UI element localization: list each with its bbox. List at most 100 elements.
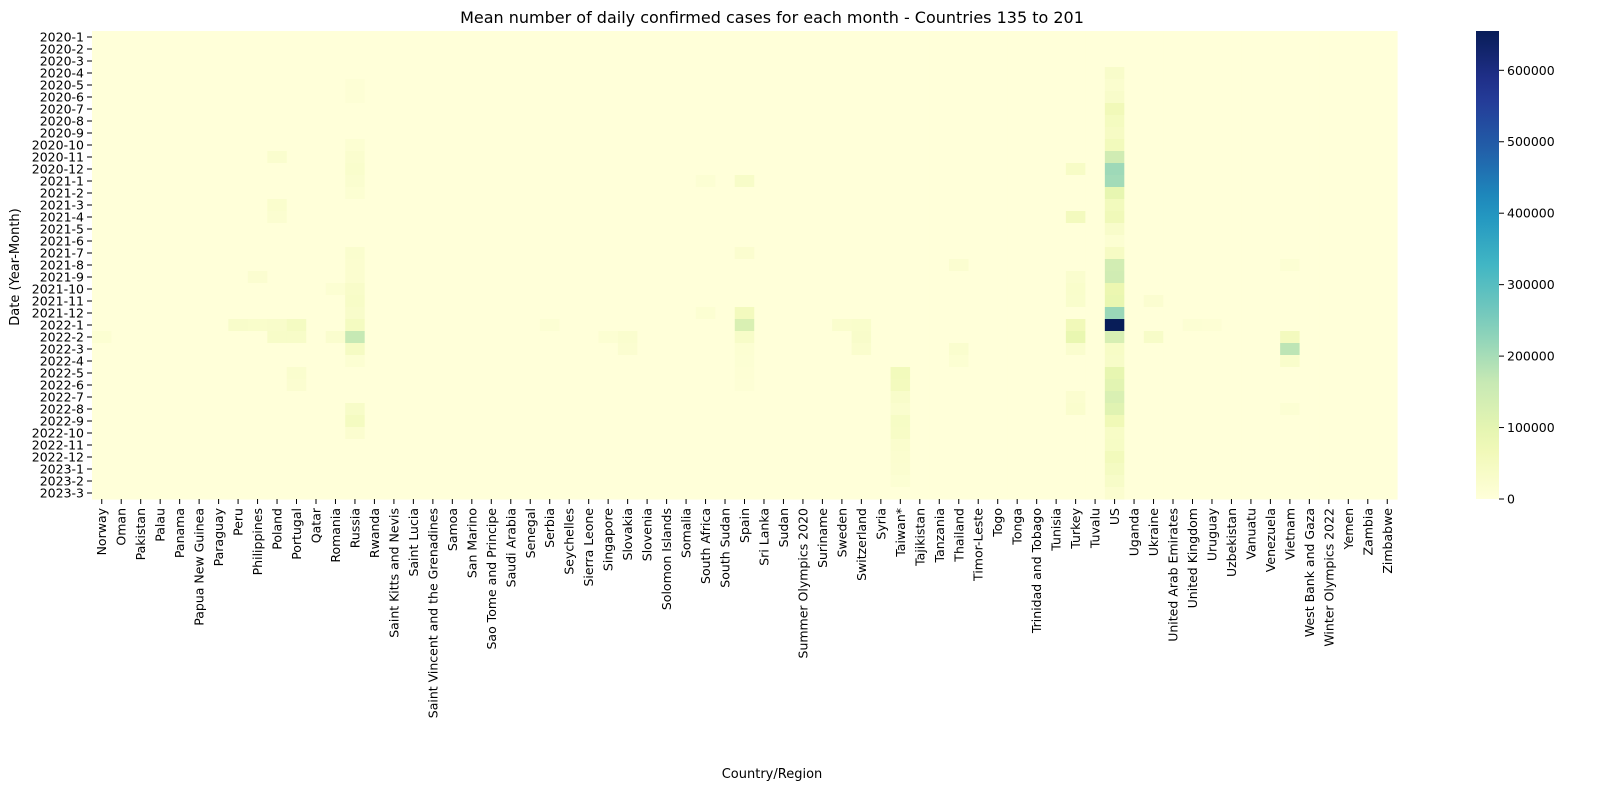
heatmap-cell [754,91,775,104]
heatmap-cell [890,343,911,356]
heatmap-cell [462,367,483,380]
heatmap-cell [481,115,502,128]
heatmap-cell [1163,151,1184,164]
heatmap-cell [442,115,463,128]
heatmap-cell [1241,67,1262,80]
heatmap-cell [130,187,152,200]
heatmap-cell [1280,199,1301,212]
heatmap-cell [812,379,833,392]
heatmap-cell [1046,115,1067,128]
heatmap-cell [111,43,132,56]
heatmap-cell [247,463,268,476]
x-tick-label: Paraguay [211,507,226,566]
heatmap-cell [656,175,677,188]
heatmap-cell [1182,463,1203,476]
heatmap-cell [1260,379,1281,392]
heatmap-cell [656,379,677,392]
heatmap-cell [890,475,911,488]
heatmap-cell [481,43,502,56]
heatmap-cell [481,163,502,176]
heatmap-cell [598,163,619,176]
heatmap-cell [987,319,1009,332]
heatmap-cell [1280,307,1301,320]
heatmap-cell [987,55,1009,68]
heatmap-cell [968,439,989,452]
heatmap-cell [92,451,113,464]
heatmap-cell [481,199,502,212]
heatmap-cell [715,343,736,356]
heatmap-cell [481,151,502,164]
heatmap-cell [832,331,853,344]
y-tick-label: 2020-6 [40,90,84,105]
heatmap-cell [910,79,931,92]
heatmap-cell [1143,139,1164,152]
heatmap-cell [754,379,775,392]
heatmap-cell [1299,127,1320,140]
heatmap-cell [949,475,970,488]
heatmap-cell [130,415,152,428]
heatmap-cell [793,211,814,224]
heatmap-cell [1104,199,1125,212]
heatmap-cell [1007,319,1028,332]
heatmap-cell [306,463,327,476]
heatmap-cell [364,271,385,284]
heatmap-cell [1202,343,1223,356]
heatmap-cell [403,223,424,236]
heatmap-cell [462,331,483,344]
heatmap-cell [267,475,288,488]
heatmap-cell [715,127,736,140]
heatmap-cell [812,127,833,140]
heatmap-cell [929,103,950,116]
heatmap-cell [306,427,327,440]
heatmap-cell [1377,43,1398,56]
x-tick-label: Tajikistan [912,508,927,567]
heatmap-cell [890,331,911,344]
heatmap-cell [754,163,775,176]
heatmap-cell [929,259,950,272]
heatmap-cell [423,115,444,128]
heatmap-cell [1299,463,1320,476]
heatmap-cell [987,343,1009,356]
heatmap-cell [442,379,463,392]
heatmap-cell [617,271,638,284]
heatmap-cell [1046,307,1067,320]
heatmap-cell [910,403,931,416]
heatmap-cell [345,127,366,140]
heatmap-cell [578,271,600,284]
heatmap-cell [150,211,171,224]
heatmap-cell [325,187,346,200]
heatmap-cell [169,439,190,452]
heatmap-cell [130,151,152,164]
heatmap-cell [111,475,132,488]
heatmap-cell [1065,379,1086,392]
heatmap-cell [169,187,190,200]
heatmap-cell [1319,355,1340,368]
heatmap-cell [832,235,853,248]
heatmap-cell [773,331,794,344]
heatmap-cell [1085,307,1106,320]
heatmap-cell [1280,271,1301,284]
heatmap-cell [1026,67,1048,80]
heatmap-cell [1338,187,1359,200]
heatmap-cell [1182,295,1203,308]
heatmap-cell [345,427,366,440]
heatmap-cell [539,439,561,452]
heatmap-cell [1143,55,1164,68]
heatmap-cell [968,103,989,116]
heatmap-cell [364,247,385,260]
heatmap-cell [345,319,366,332]
heatmap-cell [1338,403,1359,416]
heatmap-cell [1104,139,1125,152]
heatmap-cell [325,427,346,440]
heatmap-cell [267,55,288,68]
heatmap-cell [812,115,833,128]
heatmap-cell [364,211,385,224]
x-tick-label: Rwanda [367,508,382,558]
heatmap-cell [968,343,989,356]
heatmap-cell [598,307,619,320]
heatmap-cell [92,163,113,176]
heatmap-cell [345,391,366,404]
heatmap-cell [656,67,677,80]
heatmap-cell [364,55,385,68]
heatmap-cell [1299,487,1320,500]
